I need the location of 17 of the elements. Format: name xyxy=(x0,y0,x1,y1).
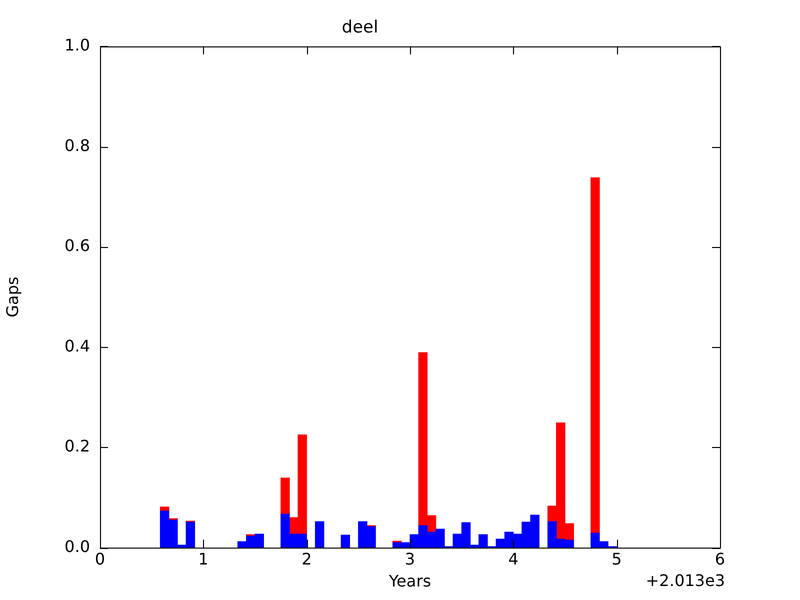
text: +2.013e3 xyxy=(646,570,725,590)
y-tick-label: 1.0 xyxy=(64,36,90,55)
x-tick-label: 0 xyxy=(94,549,106,568)
y-tick-label: 0.0 xyxy=(64,536,90,556)
x-tick-label: 4 xyxy=(508,549,518,568)
x-tick-label: 2 xyxy=(302,549,312,568)
y-tick-label: 0.2 xyxy=(64,436,90,456)
x-axis-title: Years xyxy=(388,572,432,591)
chart-title: deel xyxy=(342,18,378,38)
y-tick-label: 0.8 xyxy=(64,136,90,155)
x-tick-label: 6 xyxy=(714,549,726,568)
y-tick-label: 0.4 xyxy=(64,336,90,356)
y-tick-label: 0.6 xyxy=(64,236,90,256)
x-tick-label: 3 xyxy=(404,549,416,568)
y-axis-title: Gaps xyxy=(2,276,22,318)
x-tick-label: 5 xyxy=(612,549,622,568)
x-tick-label: 1 xyxy=(198,549,208,568)
